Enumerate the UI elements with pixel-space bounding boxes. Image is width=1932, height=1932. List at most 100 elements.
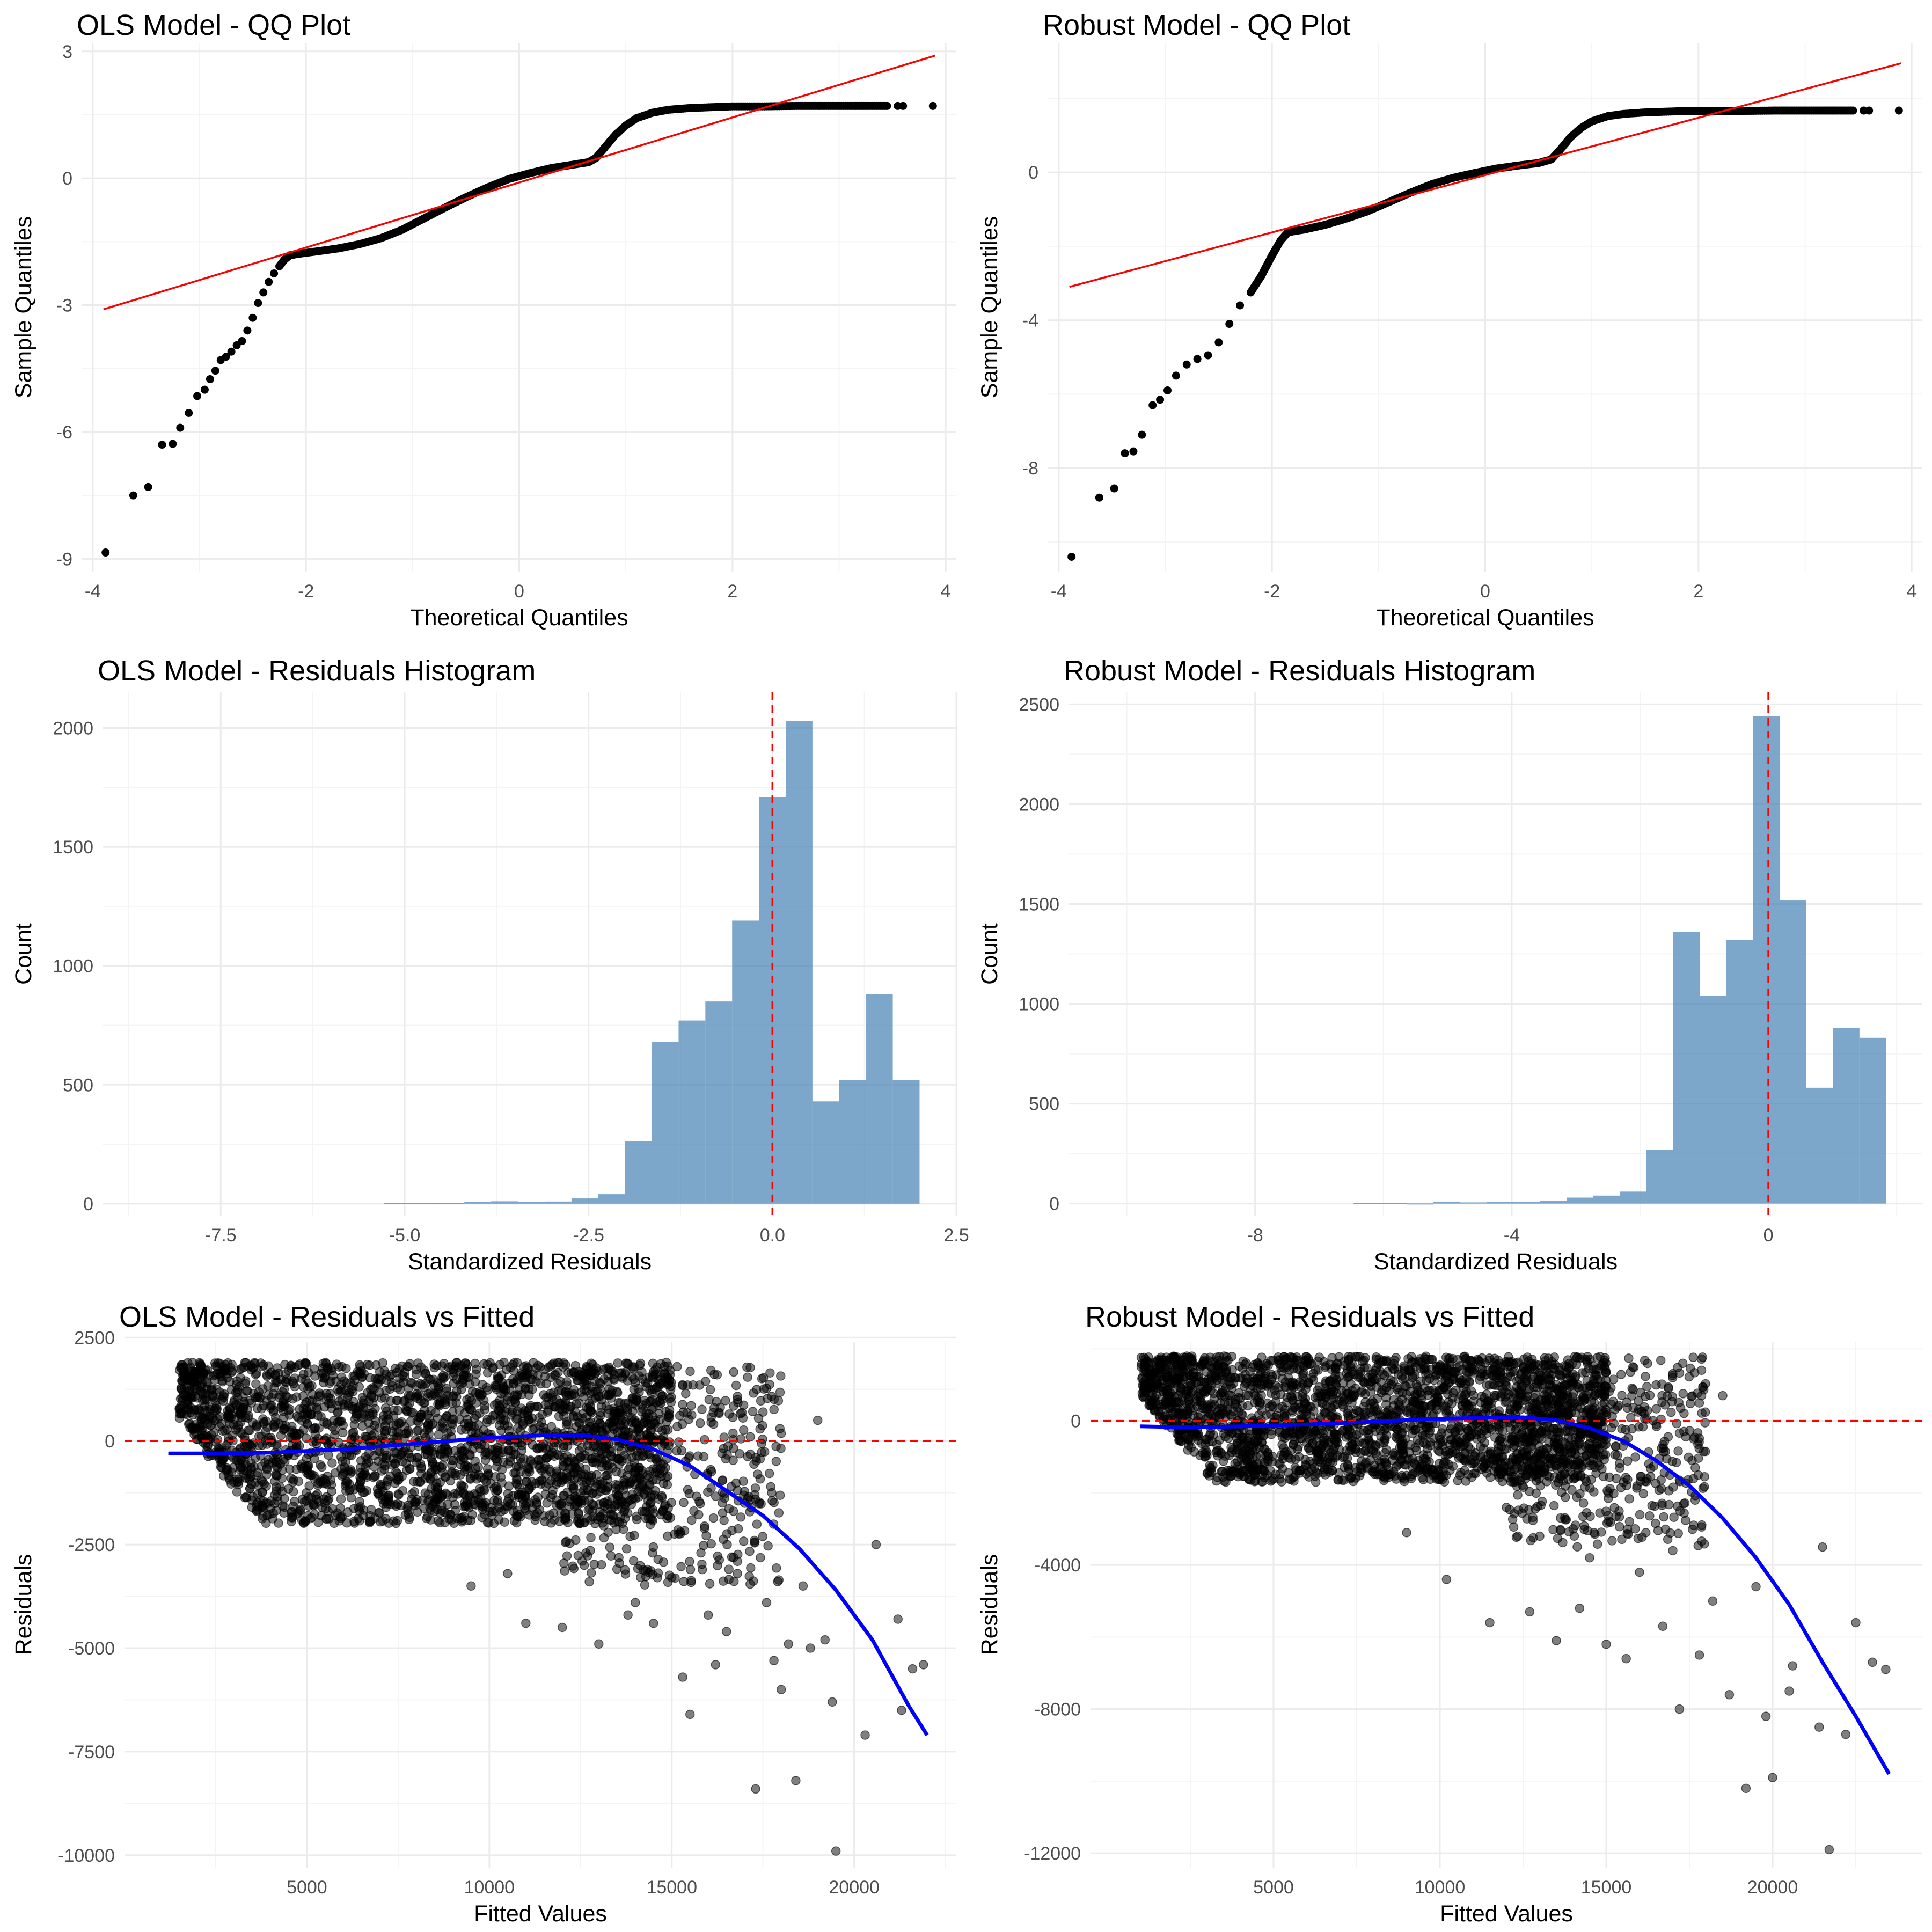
residual-point [758,1532,768,1541]
residual-point [771,1441,781,1451]
residual-point [608,1366,618,1376]
histogram-bars [1353,716,1886,1205]
residual-point [705,1385,715,1395]
residual-point [298,1403,308,1414]
residual-point [264,1361,273,1371]
y-tick-label: 1000 [53,956,93,977]
residual-point [726,1482,736,1491]
residual-point [627,1413,636,1423]
residual-point [774,1508,784,1518]
residual-point [350,1414,360,1424]
y-tick-label: 1000 [1019,994,1059,1015]
residual-point [733,1395,742,1404]
residual-point [649,1366,658,1377]
x-tick-label: 10000 [1415,1877,1466,1898]
gridlines [1048,43,1922,572]
residual-point [693,1451,703,1461]
residual-point [736,1512,745,1522]
qq-point [238,337,246,346]
residual-point [537,1466,547,1475]
x-tick-label: 15000 [1581,1877,1632,1898]
residual-point [241,1492,252,1503]
residual-point [579,1560,589,1570]
residual-point [271,1469,281,1479]
residual-point [196,1362,207,1372]
residual-point [290,1381,300,1392]
qq-point [1138,430,1146,439]
residual-point [335,1512,345,1522]
residual-point [559,1490,569,1501]
residual-point [645,1519,655,1529]
histogram-bar [1673,932,1700,1204]
residual-point [672,1362,682,1372]
residual-point [711,1660,721,1670]
qq-point [1121,449,1129,458]
histogram-bar [518,1202,545,1204]
residual-point [561,1536,572,1547]
residual-point [765,1368,775,1378]
y-tick-label: 0 [1071,1411,1081,1432]
residual-point [762,1598,772,1607]
residual-point [708,1419,719,1429]
histogram-bar [1513,1201,1540,1204]
residual-point [210,1393,219,1403]
residual-point [831,1846,841,1856]
residual-point [597,1462,606,1472]
residual-point [751,1456,761,1466]
residual-point [270,1490,280,1500]
residual-point [502,1365,511,1374]
x-tick-label: 0.0 [760,1225,785,1246]
residual-point [860,1730,870,1740]
residual-point [626,1499,636,1510]
residual-point [387,1370,397,1379]
residual-point [294,1476,304,1487]
residual-point [461,1358,471,1368]
residual-point [919,1660,928,1670]
residual-point [287,1517,296,1527]
residual-point [697,1404,707,1414]
residual-point [622,1470,632,1481]
residual-point [573,1473,582,1483]
residual-point [595,1377,604,1387]
residual-point [897,1706,906,1715]
qq-point [1865,106,1874,115]
histogram-bar [652,1042,679,1204]
residual-point [243,1425,253,1436]
residual-point [579,1496,589,1505]
residual-point [705,1579,715,1589]
y-axis-label: Residuals [11,1554,36,1656]
histogram-bar [571,1198,598,1204]
histogram-bar [544,1201,572,1204]
residual-point [220,1359,230,1370]
qq-points [101,101,937,557]
residual-point [653,1457,663,1467]
residual-point [533,1455,544,1466]
residual-point [775,1490,785,1500]
y-tick-label: 1500 [53,837,93,858]
residual-point [588,1458,598,1468]
residual-point [503,1392,513,1402]
residual-point [665,1385,676,1394]
residual-point [729,1367,738,1377]
x-tick-label: 5000 [287,1877,327,1898]
residual-point [581,1548,591,1558]
residual-point [893,1614,903,1624]
residual-point [724,1504,734,1514]
residual-point [392,1383,402,1393]
residual-point [398,1371,408,1380]
y-tick-label: -3 [56,296,72,316]
qq-point [158,441,166,449]
residual-point [450,1489,460,1499]
residual-point [728,1428,738,1438]
y-tick-label: -2500 [68,1535,115,1555]
residual-point [482,1382,492,1393]
residual-point [435,1508,445,1518]
residual-point [210,1370,220,1380]
residual-point [791,1776,801,1785]
residual-point [463,1422,473,1432]
residual-point [513,1390,522,1400]
residual-point [414,1417,424,1427]
panel-robust_resid: 5000 10000 15000 20000-12000-8000-40000Robu… [977,1301,1922,1927]
residual-point [633,1472,643,1482]
histogram-bar [384,1203,411,1204]
